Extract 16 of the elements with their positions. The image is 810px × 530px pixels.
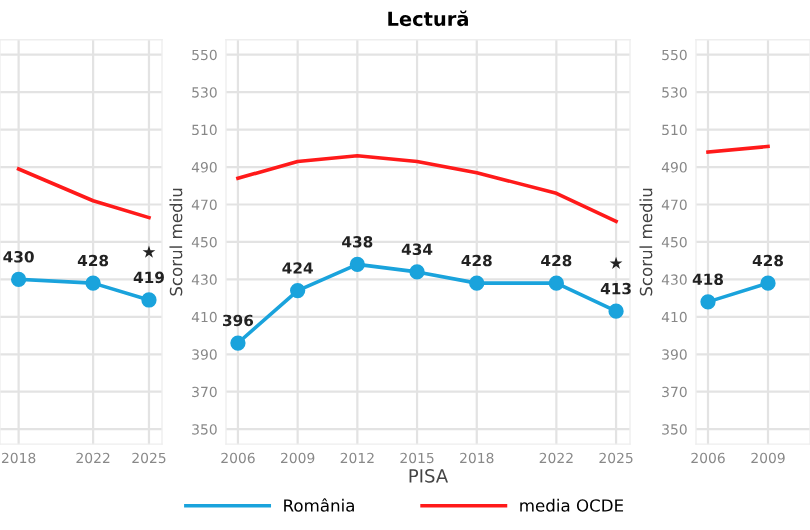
annotation: ★ xyxy=(609,256,623,269)
chart-title: Lectură xyxy=(388,10,468,27)
line-series xyxy=(236,154,618,224)
annotation: ★ xyxy=(142,245,156,258)
y-axis-title: Scorul mediu xyxy=(639,188,653,296)
point xyxy=(349,256,365,273)
point xyxy=(608,303,624,319)
point xyxy=(290,282,306,299)
legend-label: media OCDE xyxy=(520,498,624,512)
y-axis-title: Scorul mediu xyxy=(169,188,183,296)
point xyxy=(548,275,564,291)
x-axis-title: PISA xyxy=(409,469,449,483)
point xyxy=(469,275,485,291)
point xyxy=(230,335,246,351)
point xyxy=(409,264,425,280)
legend-label: România xyxy=(284,498,354,512)
